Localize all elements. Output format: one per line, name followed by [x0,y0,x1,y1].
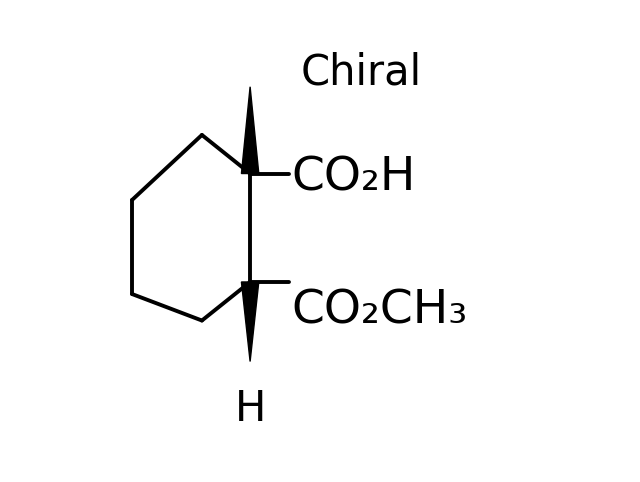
Polygon shape [241,282,259,362]
Text: CO₂CH₃: CO₂CH₃ [291,288,467,334]
Text: Chiral: Chiral [301,51,422,94]
Polygon shape [241,87,259,174]
Text: H: H [234,388,266,430]
Text: CO₂H: CO₂H [291,156,415,201]
